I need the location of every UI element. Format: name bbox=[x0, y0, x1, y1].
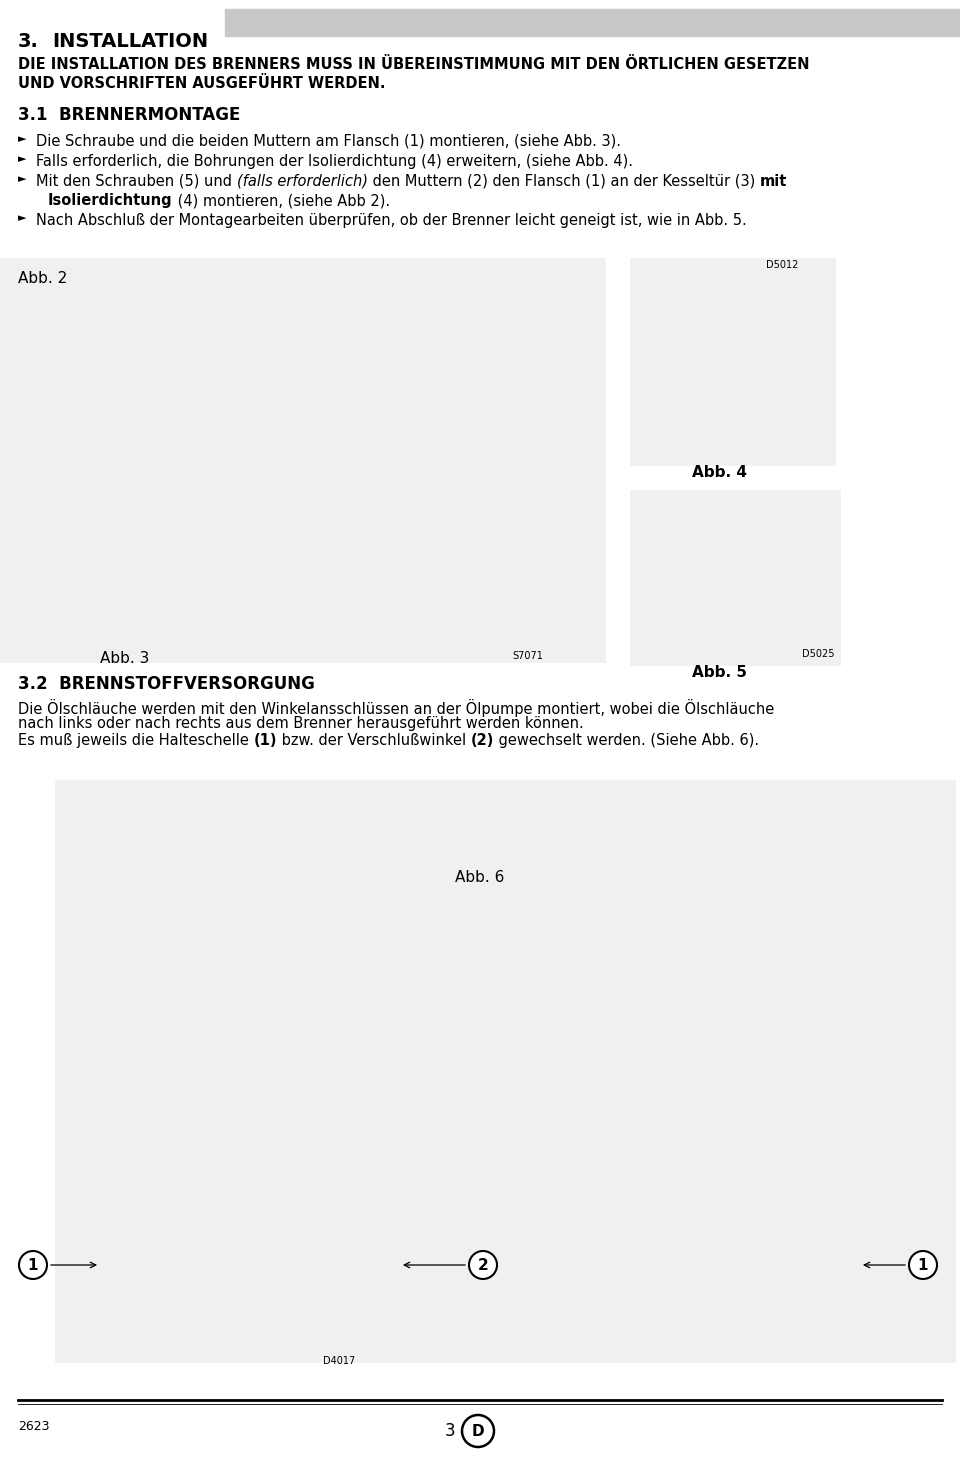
Text: nach links oder nach rechts aus dem Brenner herausgeführt werden können.: nach links oder nach rechts aus dem Bren… bbox=[18, 716, 584, 730]
Text: ►: ► bbox=[18, 174, 27, 184]
Text: Isolierdichtung: Isolierdichtung bbox=[48, 193, 173, 207]
Text: Nach Abschluß der Montagearbeiten überprüfen, ob der Brenner leicht geneigt ist,: Nach Abschluß der Montagearbeiten überpr… bbox=[36, 213, 747, 228]
Text: (1): (1) bbox=[253, 733, 277, 748]
Text: Es muß jeweils die Halteschelle: Es muß jeweils die Halteschelle bbox=[18, 733, 253, 748]
Text: Abb. 5: Abb. 5 bbox=[692, 665, 748, 679]
Text: den Muttern (2) den Flansch (1) an der Kesseltür (3): den Muttern (2) den Flansch (1) an der K… bbox=[368, 174, 759, 188]
Bar bbox=[55, 780, 955, 1362]
Text: Abb. 4: Abb. 4 bbox=[692, 465, 748, 481]
Text: 2623: 2623 bbox=[18, 1420, 50, 1433]
Text: mit: mit bbox=[759, 174, 787, 188]
Text: 3.2  BRENNSTOFFVERSORGUNG: 3.2 BRENNSTOFFVERSORGUNG bbox=[18, 675, 315, 693]
Text: 3.1  BRENNERMONTAGE: 3.1 BRENNERMONTAGE bbox=[18, 107, 240, 124]
Text: D: D bbox=[471, 1423, 484, 1439]
Text: Die Schraube und die beiden Muttern am Flansch (1) montieren, (siehe Abb. 3).: Die Schraube und die beiden Muttern am F… bbox=[36, 134, 621, 149]
Text: 3: 3 bbox=[444, 1422, 455, 1441]
Text: 2: 2 bbox=[478, 1258, 489, 1273]
Text: Abb. 3: Abb. 3 bbox=[100, 652, 150, 666]
Text: D5025: D5025 bbox=[802, 649, 834, 659]
Text: (2): (2) bbox=[470, 733, 494, 748]
Circle shape bbox=[19, 1251, 47, 1278]
Text: ►: ► bbox=[18, 213, 27, 224]
Circle shape bbox=[462, 1416, 494, 1446]
Text: bzw. der Verschlußwinkel: bzw. der Verschlußwinkel bbox=[277, 733, 470, 748]
Text: ►: ► bbox=[18, 134, 27, 145]
Text: UND VORSCHRIFTEN AUSGEFÜHRT WERDEN.: UND VORSCHRIFTEN AUSGEFÜHRT WERDEN. bbox=[18, 76, 386, 91]
Text: S7071: S7071 bbox=[513, 652, 543, 660]
Text: 1: 1 bbox=[918, 1258, 928, 1273]
Text: gewechselt werden. (Siehe Abb. 6).: gewechselt werden. (Siehe Abb. 6). bbox=[494, 733, 759, 748]
Text: Die Ölschläuche werden mit den Winkelansschlüssen an der Ölpumpe montiert, wobei: Die Ölschläuche werden mit den Winkelans… bbox=[18, 698, 775, 717]
Circle shape bbox=[469, 1251, 497, 1278]
Text: Mit den Schrauben (5) und: Mit den Schrauben (5) und bbox=[36, 174, 236, 188]
Text: Falls erforderlich, die Bohrungen der Isolierdichtung (4) erweitern, (siehe Abb.: Falls erforderlich, die Bohrungen der Is… bbox=[36, 153, 633, 169]
Text: INSTALLATION: INSTALLATION bbox=[52, 32, 208, 51]
Text: Abb. 2: Abb. 2 bbox=[18, 270, 67, 286]
Bar bbox=[630, 259, 835, 465]
Bar bbox=[0, 259, 605, 662]
Text: Abb. 6: Abb. 6 bbox=[455, 869, 505, 885]
Text: (falls erforderlich): (falls erforderlich) bbox=[236, 174, 368, 188]
Bar bbox=[630, 489, 840, 665]
Text: ►: ► bbox=[18, 153, 27, 164]
Text: 1: 1 bbox=[28, 1258, 38, 1273]
Bar bbox=[225, 9, 960, 37]
Text: DIE INSTALLATION DES BRENNERS MUSS IN ÜBEREINSTIMMUNG MIT DEN ÖRTLICHEN GESETZEN: DIE INSTALLATION DES BRENNERS MUSS IN ÜB… bbox=[18, 57, 809, 72]
Text: (4) montieren, (siehe Abb 2).: (4) montieren, (siehe Abb 2). bbox=[173, 193, 390, 207]
Text: 3.: 3. bbox=[18, 32, 38, 51]
Text: D5012: D5012 bbox=[766, 260, 798, 270]
Text: D4017: D4017 bbox=[323, 1356, 355, 1366]
Circle shape bbox=[909, 1251, 937, 1278]
